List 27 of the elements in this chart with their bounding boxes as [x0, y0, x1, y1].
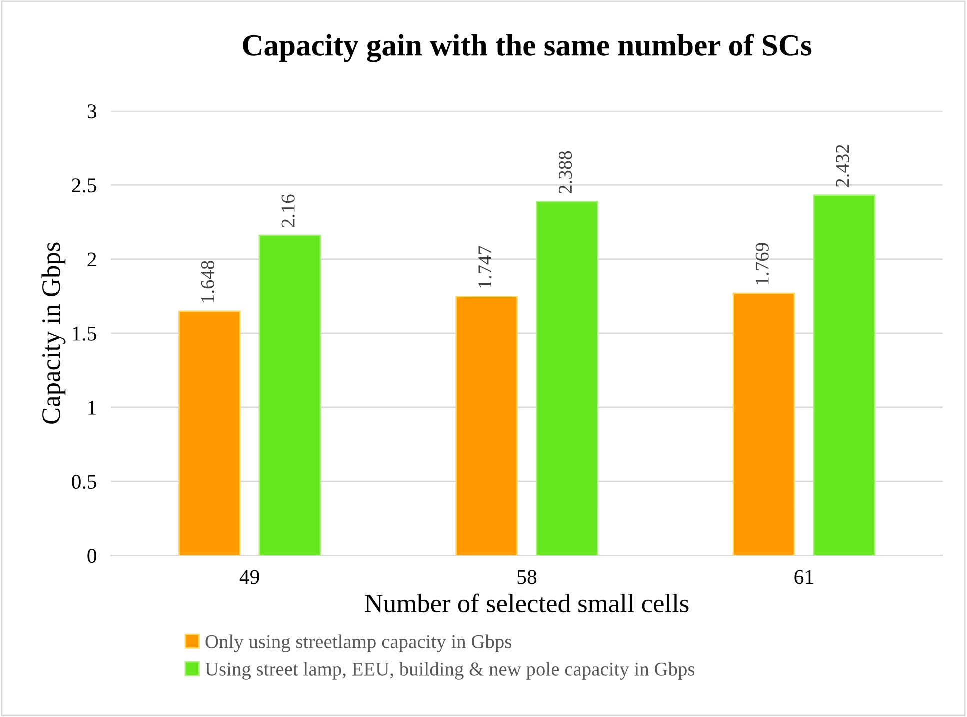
data-label: 1.747 [478, 246, 492, 288]
data-label: 1.648 [201, 261, 215, 302]
data-label: 1.769 [756, 243, 769, 284]
y-tick-label: 2.5 [72, 178, 96, 193]
y-tick-label: 2 [88, 252, 96, 267]
bar [456, 296, 518, 556]
bar [536, 201, 598, 556]
chart-title: Capacity gain with the same number of SCs [243, 34, 812, 62]
x-axis-title: Number of selected small cells [365, 594, 689, 613]
y-tick-label: 3 [88, 104, 96, 119]
legend-label: Only using streetlamp capacity in Gbps [206, 634, 512, 652]
y-tick-label: 1.5 [73, 326, 96, 341]
bar [178, 310, 241, 556]
y-tick-label: 1 [88, 400, 96, 415]
x-tick-label: 58 [518, 570, 537, 584]
data-label: 2.16 [282, 194, 295, 228]
bar [258, 234, 322, 556]
y-tick-label: 0.5 [72, 474, 96, 490]
bar [732, 292, 796, 556]
data-label: 2.432 [836, 145, 850, 188]
x-tick-label: 61 [794, 570, 814, 584]
data-label: 2.388 [558, 151, 572, 194]
y-tick-label: 0 [88, 549, 97, 564]
legend-label: Using street lamp, EEU, building & new pole capacity in Gbps [205, 662, 695, 680]
x-tick-label: 49 [240, 570, 260, 584]
bar [813, 194, 876, 556]
y-axis-title: Capacity in Gbps [42, 242, 66, 424]
